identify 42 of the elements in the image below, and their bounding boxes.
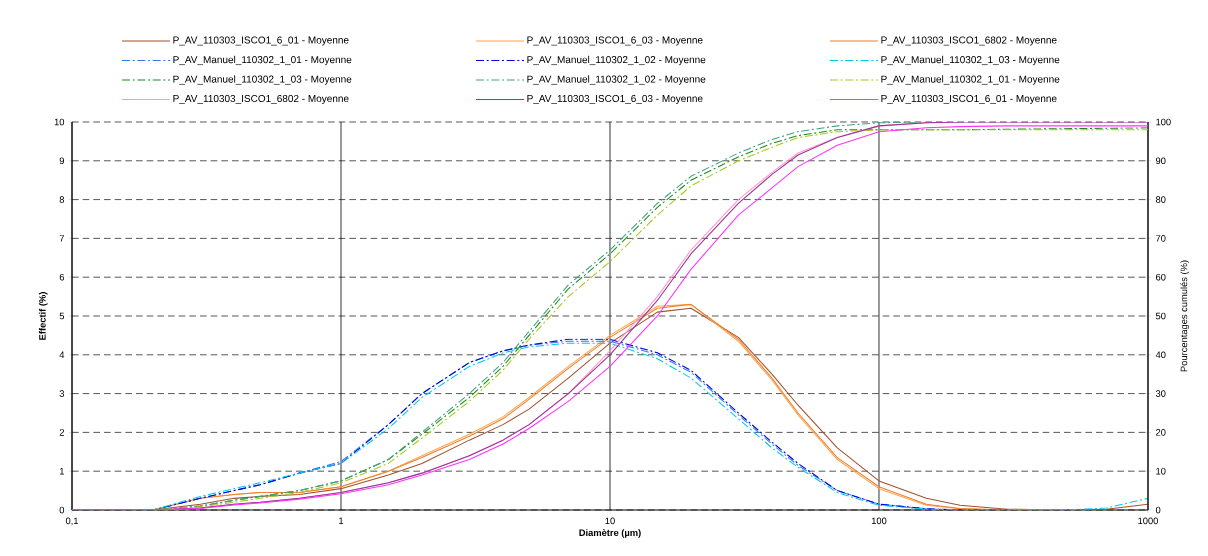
y-tick-label: 0 <box>59 506 65 514</box>
legend-label: P_AV_110303_ISCO1_6_01 - Moyenne <box>881 94 1057 105</box>
x-tick-label: 100 <box>871 517 887 525</box>
y-tick-label: 2 <box>59 429 64 436</box>
y2-tick-label: 0 <box>1155 506 1161 514</box>
x-tick-label: 0,1 <box>65 517 79 526</box>
y2-tick-label: 60 <box>1156 273 1166 281</box>
y-tick-label: 4 <box>59 351 65 358</box>
y-tick-label: 8 <box>59 196 65 203</box>
y2-tick-label: 30 <box>1155 390 1166 397</box>
legend-label: P_AV_110303_ISCO1_6802 - Moyenne <box>173 94 349 105</box>
y-tick-label: 9 <box>59 157 65 165</box>
legend-label: P_AV_110303_ISCO1_6_01 - Moyenne <box>173 36 349 46</box>
y2-tick-label: 10 <box>1156 467 1166 475</box>
x-axis-title: Diamètre (µm) <box>579 529 641 538</box>
legend-label: P_AV_Manuel_110302_1_01 - Moyenne <box>881 75 1060 85</box>
y-tick-label: 7 <box>59 235 64 242</box>
legend-label: P_AV_Manuel_110302_1_01 - Moyenne <box>173 55 352 66</box>
x-tick-label: 10 <box>605 517 615 525</box>
legend-label: P_AV_110303_ISCO1_6_03 - Moyenne <box>527 36 703 46</box>
legend-label: P_AV_110303_ISCO1_6802 - Moyenne <box>881 36 1057 46</box>
y2-axis-title: Pourcentages cumulés (%) <box>1180 260 1190 372</box>
legend-label: P_AV_110303_ISCO1_6_03 - Moyenne <box>527 94 703 105</box>
y2-tick-label: 80 <box>1155 196 1166 203</box>
y-tick-label: 3 <box>59 390 65 397</box>
y-tick-label: 6 <box>59 273 65 281</box>
legend-label: P_AV_Manuel_110302_1_03 - Moyenne <box>173 75 352 85</box>
y2-tick-label: 50 <box>1155 312 1166 320</box>
y-tick-label: 5 <box>59 312 65 320</box>
y-tick-label: 10 <box>54 118 65 126</box>
x-tick-label: 1000 <box>1138 517 1159 525</box>
y-axis-title: Effectif (%) <box>38 292 48 340</box>
legend-label: P_AV_Manuel_110302_1_02 - Moyenne <box>527 55 706 66</box>
y2-tick-label: 90 <box>1155 157 1166 165</box>
y2-tick-label: 70 <box>1156 235 1166 242</box>
y-tick-label: 1 <box>59 467 64 475</box>
y2-tick-label: 20 <box>1156 429 1166 436</box>
legend-label: P_AV_Manuel_110302_1_02 - Moyenne <box>527 75 706 85</box>
y2-tick-label: 100 <box>1156 118 1171 126</box>
x-tick-label: 1 <box>339 517 344 524</box>
y2-tick-label: 40 <box>1155 351 1166 359</box>
legend-label: P_AV_Manuel_110302_1_03 - Moyenne <box>881 55 1060 66</box>
